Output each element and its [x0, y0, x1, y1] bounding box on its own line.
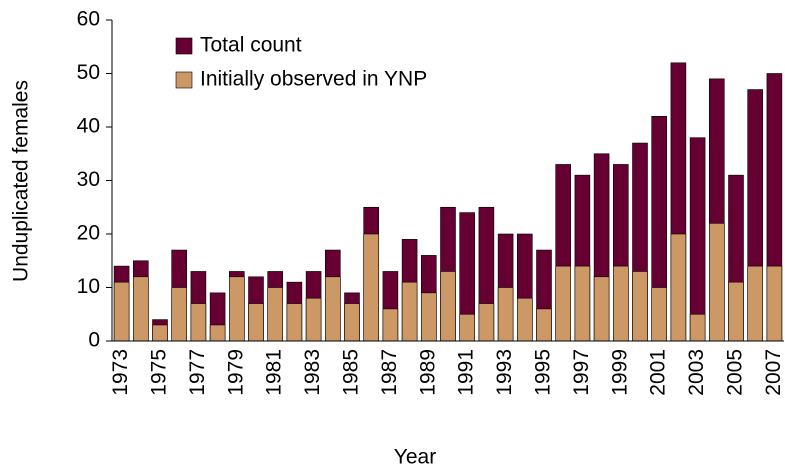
bar [363, 233, 379, 342]
bar [632, 271, 648, 342]
bar [728, 281, 744, 342]
x-tick-label: 1989 [416, 349, 439, 396]
x-tick-label: 2003 [685, 349, 708, 396]
bar [478, 303, 495, 342]
y-axis-title: Unduplicated females [10, 80, 33, 282]
bar [555, 265, 571, 342]
bar [325, 276, 341, 342]
bar [440, 271, 456, 342]
bar [382, 308, 399, 342]
x-tick-label: 1985 [340, 349, 363, 396]
bar [286, 303, 303, 342]
bar [766, 265, 783, 342]
y-tick-label: 0 [88, 329, 100, 352]
bar [574, 265, 591, 342]
bar [709, 223, 725, 342]
bar [747, 265, 763, 342]
bar [113, 281, 130, 342]
x-tick-label: 2005 [724, 349, 747, 396]
x-tick-label: 1977 [186, 349, 209, 396]
bar [267, 287, 283, 342]
bar [689, 137, 706, 342]
y-tick-label: 40 [77, 115, 100, 138]
x-tick-label: 1987 [378, 349, 401, 396]
y-tick-label: 30 [77, 168, 100, 191]
x-tick-label: 1979 [224, 349, 247, 396]
bar [497, 287, 514, 342]
legend-swatch [175, 37, 193, 55]
x-axis-title: Year [394, 446, 436, 469]
x-tick-label: 1981 [263, 349, 286, 396]
x-tick-label: 2001 [647, 349, 670, 396]
bar [689, 313, 706, 342]
x-tick-label: 1983 [301, 349, 324, 396]
bar [209, 324, 226, 342]
legend-label: Initially observed in YNP [200, 68, 427, 91]
y-tick-label: 60 [77, 8, 100, 31]
x-tick-label: 1973 [109, 349, 132, 396]
bar [613, 265, 629, 342]
bar [651, 287, 667, 342]
bar [517, 297, 533, 342]
bar [152, 324, 168, 342]
x-tick-label: 1995 [532, 349, 555, 396]
bar [536, 308, 552, 342]
y-tick-label: 10 [77, 275, 100, 298]
bar [305, 297, 322, 342]
x-tick-label: 1991 [455, 349, 478, 396]
bar [344, 303, 360, 342]
x-tick-label: 1975 [148, 349, 171, 396]
legend-label: Total count [200, 34, 302, 57]
x-tick-label: 1993 [493, 349, 516, 396]
bar [133, 276, 149, 342]
bar [190, 303, 207, 342]
x-tick-label: 1999 [608, 349, 631, 396]
y-tick-label: 50 [77, 61, 100, 84]
bar [670, 233, 687, 342]
bar [229, 276, 245, 342]
bar [401, 281, 418, 342]
bar [593, 276, 610, 342]
bar [459, 313, 475, 342]
bar [171, 287, 187, 342]
bar [248, 303, 264, 342]
x-tick-label: 2007 [762, 349, 785, 396]
x-tick-label: 1997 [570, 349, 593, 396]
bar [421, 292, 437, 342]
legend-swatch [175, 71, 193, 89]
y-tick-label: 20 [77, 222, 100, 245]
